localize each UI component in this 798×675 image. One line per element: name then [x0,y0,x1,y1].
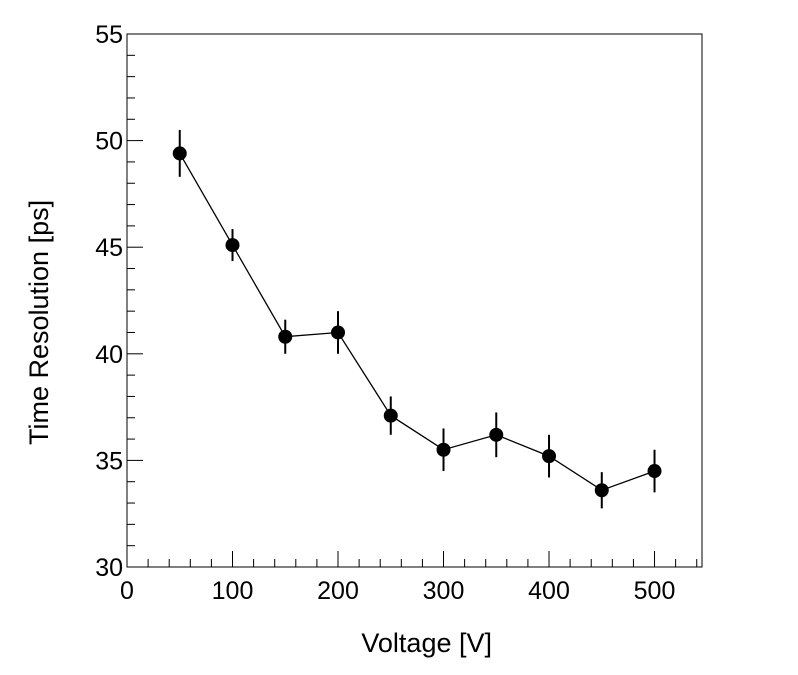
data-point [278,329,293,344]
data-point [225,238,240,253]
series-line [179,153,655,491]
data-point [489,427,504,442]
data-point [172,146,187,161]
y-tick-label: 55 [95,21,123,49]
data-point [647,464,662,479]
data-points [172,146,662,498]
y-tick-label: 35 [95,447,123,475]
data-point [594,483,609,498]
y-axis-title: Time Resolution [ps] [24,200,54,445]
x-tick-label: 100 [212,577,254,605]
y-tick-label: 30 [95,554,123,582]
plot-frame [126,33,703,568]
data-point [331,325,346,340]
x-tick-label: 200 [317,577,359,605]
data-point [383,408,398,423]
tick-labels: 0 100 200 300 400 500 30 35 40 45 50 55 [95,21,675,605]
data-point [436,442,451,457]
y-tick-label: 50 [95,128,123,156]
x-axis-title: Voltage [V] [361,628,492,658]
data-point [542,449,557,464]
x-tick-label: 500 [634,577,676,605]
x-tick-label: 400 [528,577,570,605]
y-tick-label: 45 [95,234,123,262]
x-tick-label: 0 [120,577,134,605]
error-bars [178,129,656,509]
y-tick-label: 40 [95,341,123,369]
axis-ticks [126,33,698,568]
series-lines [179,153,655,491]
x-tick-label: 300 [423,577,465,605]
